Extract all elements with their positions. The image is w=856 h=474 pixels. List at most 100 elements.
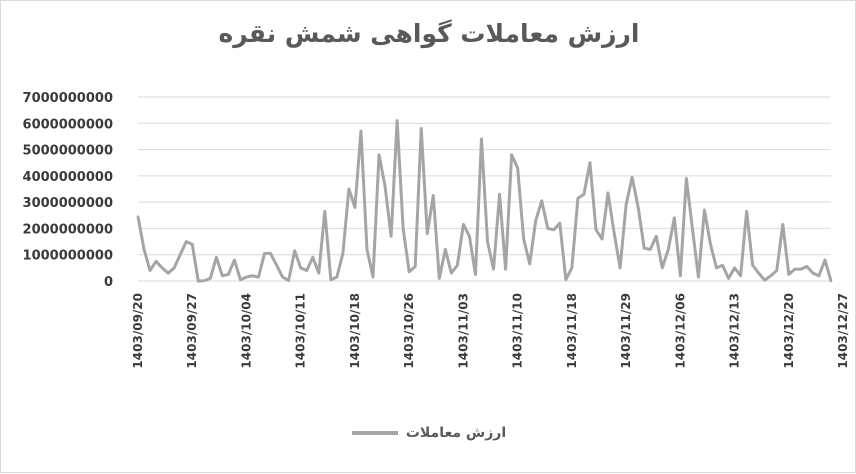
data-point: [462, 223, 465, 226]
data-point: [805, 265, 809, 268]
data-point: [365, 248, 369, 251]
data-point: [251, 274, 254, 277]
x-tick-label: 1403/12/27: [836, 293, 850, 369]
data-point: [377, 153, 381, 157]
data-point: [703, 208, 706, 212]
y-tick-label: 2000000000: [23, 222, 113, 237]
data-point: [600, 237, 604, 241]
data-point: [642, 246, 646, 250]
data-point: [444, 248, 447, 251]
data-point: [673, 216, 676, 220]
data-point: [287, 279, 290, 282]
data-point: [733, 266, 736, 270]
data-point: [739, 274, 742, 277]
data-point: [438, 277, 441, 280]
data-point: [630, 175, 634, 179]
data-point: [221, 274, 224, 277]
data-point: [775, 269, 778, 272]
data-point: [510, 153, 513, 157]
data-point: [787, 273, 791, 276]
data-point: [667, 248, 670, 251]
data-point: [227, 273, 230, 276]
data-point: [160, 266, 164, 270]
data-point: [492, 267, 495, 271]
data-point: [655, 235, 658, 238]
data-point: [745, 210, 748, 213]
x-tick-label: 1403/09/20: [131, 293, 145, 369]
data-point: [558, 221, 562, 225]
data-point: [793, 267, 797, 271]
data-point: [197, 279, 200, 283]
data-point: [209, 277, 212, 280]
data-point: [311, 256, 314, 259]
data-point: [456, 264, 459, 267]
data-point: [468, 235, 471, 238]
data-point: [474, 273, 477, 276]
data-point: [697, 275, 700, 279]
data-point: [359, 129, 363, 133]
data-point: [516, 166, 519, 170]
x-tick-label: 1403/11/29: [619, 293, 633, 369]
data-point: [661, 266, 664, 270]
series-line: [136, 119, 833, 283]
data-point: [371, 275, 375, 279]
data-point: [480, 137, 483, 141]
data-point: [305, 269, 308, 272]
data-point: [751, 264, 754, 267]
x-tick-label: 1403/12/20: [782, 293, 796, 369]
data-point: [432, 194, 435, 197]
data-point: [763, 279, 766, 282]
x-tick-label: 1403/09/27: [185, 293, 199, 369]
data-point: [781, 223, 784, 226]
data-point: [317, 271, 320, 275]
data-point: [486, 240, 489, 243]
data-point: [407, 270, 411, 273]
data-point: [799, 267, 803, 271]
data-point: [685, 177, 688, 180]
data-point: [618, 266, 622, 270]
data-point: [823, 258, 827, 262]
chart-title: ارزش معاملات گواهی شمش نقره: [218, 19, 640, 48]
data-point: [154, 260, 158, 263]
data-point: [450, 271, 453, 275]
y-tick-label: 1000000000: [23, 249, 113, 264]
data-point: [395, 119, 399, 122]
data-point: [148, 269, 152, 272]
legend-label: ارزش معاملات: [405, 425, 507, 441]
x-tick-label: 1403/11/03: [456, 293, 470, 369]
data-point: [588, 161, 592, 164]
data-point: [522, 237, 525, 241]
data-point: [504, 267, 507, 271]
data-point: [426, 232, 429, 235]
y-tick-label: 7000000000: [23, 91, 113, 106]
data-point: [215, 256, 218, 259]
data-point: [323, 210, 327, 213]
data-point: [576, 197, 580, 200]
y-tick-label: 5000000000: [23, 144, 113, 159]
data-point: [498, 193, 501, 196]
data-point: [649, 248, 652, 251]
data-point: [178, 253, 182, 256]
data-point: [257, 275, 260, 279]
x-tick-label: 1403/11/10: [511, 293, 525, 369]
data-point: [769, 274, 772, 277]
data-point: [239, 278, 242, 281]
x-tick-label: 1403/10/04: [239, 293, 253, 369]
data-point: [709, 243, 712, 246]
x-tick-label: 1403/10/26: [402, 293, 416, 369]
y-tick-label: 3000000000: [23, 196, 113, 211]
data-point: [534, 219, 537, 222]
data-point: [341, 252, 345, 255]
y-tick-label: 4000000000: [23, 170, 113, 185]
x-tick-label: 1403/10/11: [294, 293, 308, 369]
data-point: [166, 271, 170, 275]
data-point: [353, 206, 357, 209]
data-point: [570, 266, 574, 270]
y-tick-label: 0: [104, 275, 113, 290]
data-point: [203, 279, 206, 282]
data-point: [389, 235, 393, 238]
data-point: [811, 271, 815, 275]
data-point: [829, 279, 833, 283]
